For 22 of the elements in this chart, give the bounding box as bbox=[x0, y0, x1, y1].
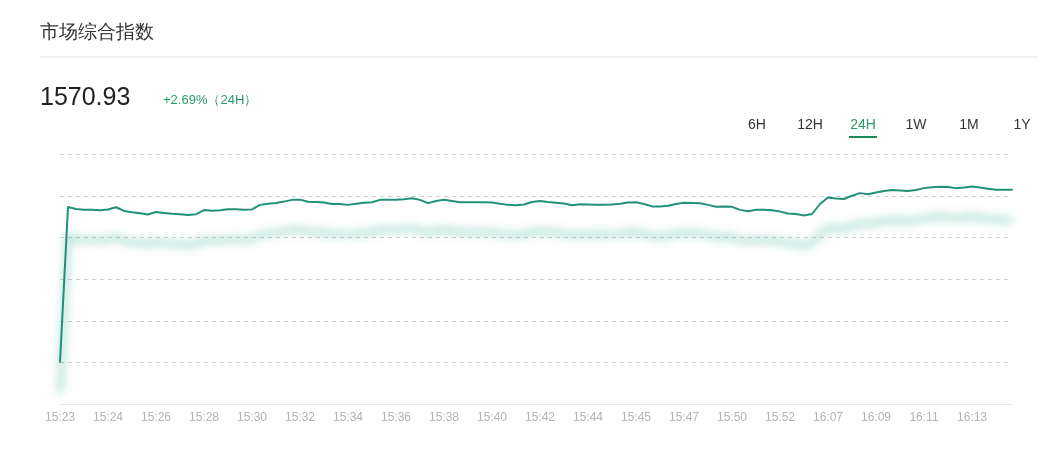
x-tick-label: 15:50 bbox=[716, 410, 748, 424]
x-tick-label: 15:47 bbox=[668, 410, 700, 424]
x-tick-label: 15:36 bbox=[380, 410, 412, 424]
x-tick-label: 15:28 bbox=[188, 410, 220, 424]
x-tick-label: 16:09 bbox=[860, 410, 892, 424]
x-tick-label: 15:24 bbox=[92, 410, 124, 424]
x-tick-label: 15:42 bbox=[524, 410, 556, 424]
x-tick-label: 15:38 bbox=[428, 410, 460, 424]
x-tick-label: 15:30 bbox=[236, 410, 268, 424]
x-tick-label: 16:07 bbox=[812, 410, 844, 424]
x-tick-label: 16:13 bbox=[956, 410, 988, 424]
x-tick-label: 15:40 bbox=[476, 410, 508, 424]
x-tick-label: 15:52 bbox=[764, 410, 796, 424]
x-tick-label: 15:44 bbox=[572, 410, 604, 424]
x-tick-label: 16:11 bbox=[909, 410, 939, 424]
x-tick-label: 15:23 bbox=[44, 410, 76, 424]
x-tick-label: 15:32 bbox=[284, 410, 316, 424]
x-tick-label: 15:34 bbox=[332, 410, 364, 424]
x-tick-label: 15:45 bbox=[620, 410, 652, 424]
title: 市场综合指数 bbox=[40, 22, 154, 41]
change: +2.69%（24H） bbox=[163, 93, 258, 106]
x-tick-label: 15:26 bbox=[140, 410, 172, 424]
